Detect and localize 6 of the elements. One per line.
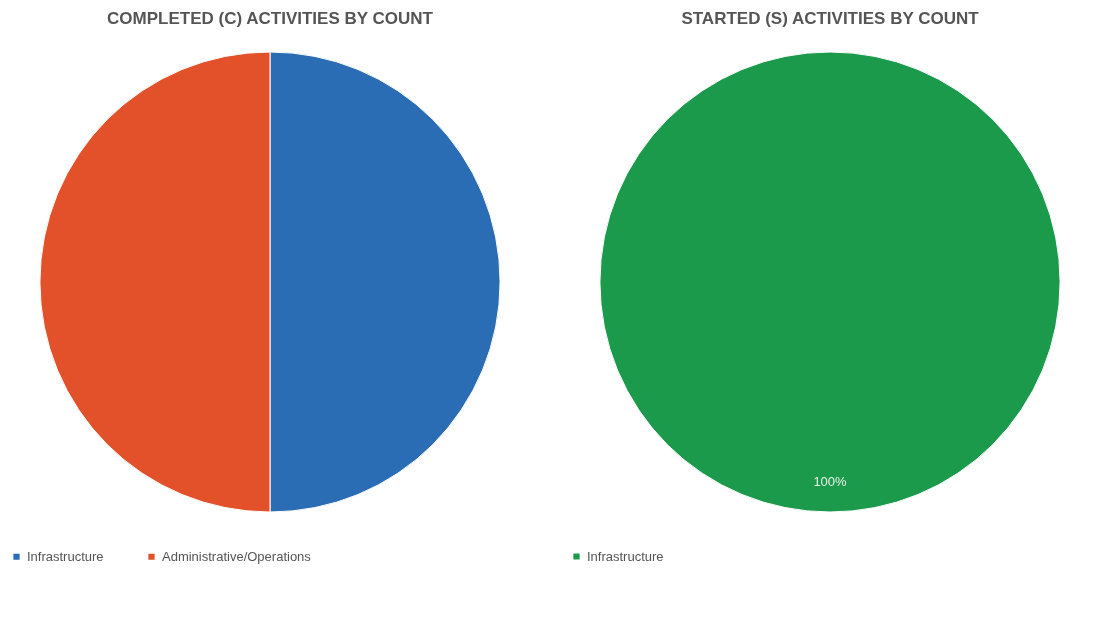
chart-title: COMPLETED (C) ACTIVITIES BY COUNT bbox=[107, 9, 434, 28]
legend-label: Administrative/Operations bbox=[162, 548, 312, 564]
data-label: 100% bbox=[813, 474, 848, 489]
legend-label: Infrastructure bbox=[587, 548, 664, 564]
legend-label: Infrastructure bbox=[27, 548, 104, 564]
chart-title: STARTED (S) ACTIVITIES BY COUNT bbox=[681, 9, 980, 28]
